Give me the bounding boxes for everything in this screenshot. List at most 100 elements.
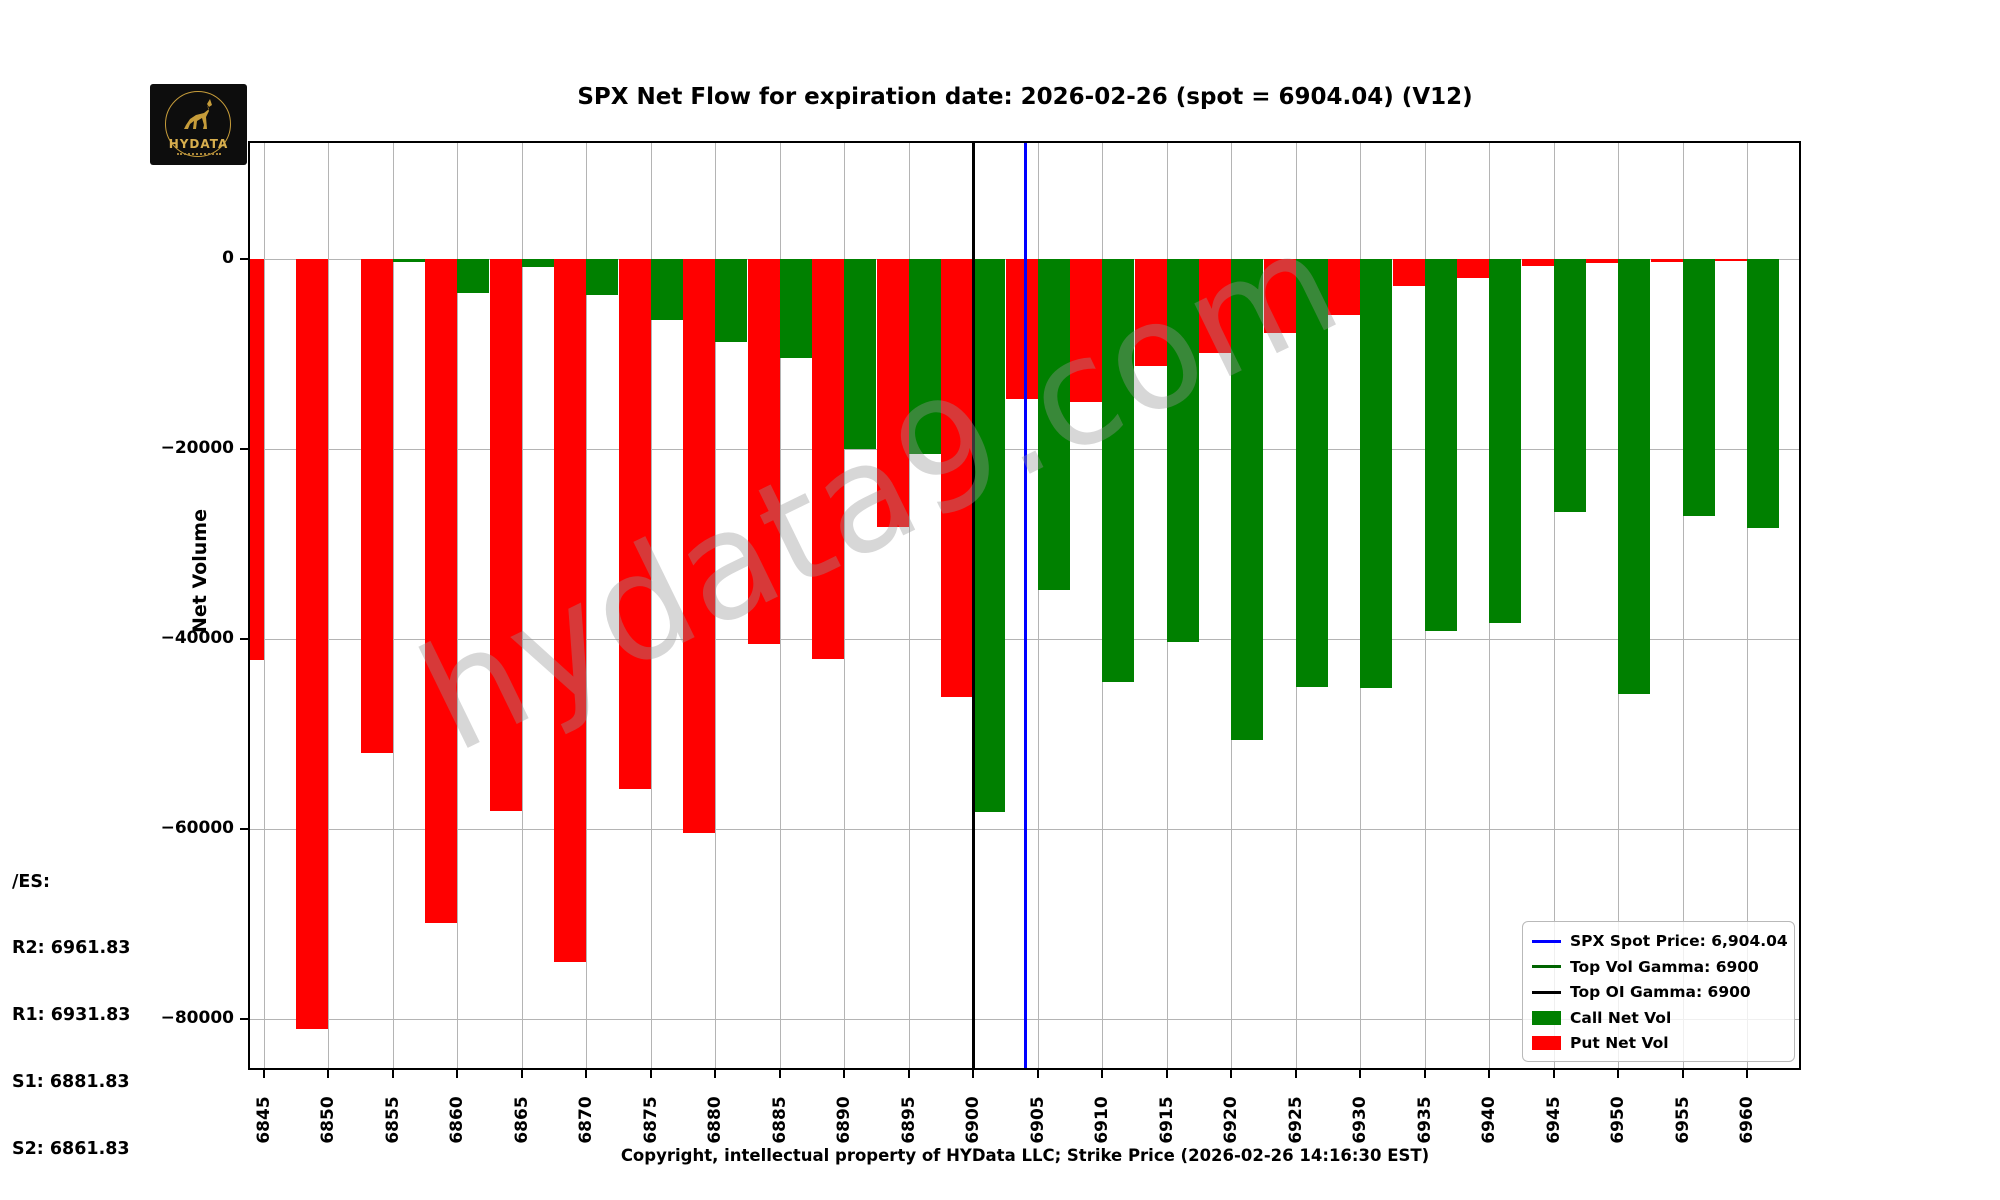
x-tickmark-6920: [1230, 1070, 1232, 1078]
put-bar-6900: [941, 259, 973, 697]
call-bar-6960: [1747, 259, 1779, 528]
put-bar-6945: [1521, 259, 1554, 266]
put-bar-6910: [1070, 259, 1102, 403]
x-tickmark-6860: [456, 1070, 458, 1078]
x-tickmark-6950: [1617, 1070, 1619, 1078]
spot-price-line-swatch: [1532, 939, 1561, 943]
x-tickmark-6960: [1746, 1070, 1748, 1078]
x-tickmark-6895: [907, 1070, 910, 1078]
y-tick-label-0: 0: [222, 248, 234, 268]
call-bar-6930: [1360, 259, 1392, 689]
es-s2: S2: 6861.83: [12, 1139, 130, 1160]
y-tick-label--80000: −80000: [160, 1008, 234, 1028]
plot-spine-left: [248, 143, 250, 1070]
x-tickmark-6940: [1488, 1070, 1490, 1078]
put-bar-6935: [1392, 259, 1425, 286]
logo-ring: [164, 90, 231, 157]
es-r1: R1: 6931.83: [12, 1005, 131, 1026]
call-bar-6935: [1424, 259, 1457, 632]
gridline-vertical-6895: [908, 143, 910, 1068]
gridline-vertical-6870: [586, 143, 587, 1068]
spx-spot-price-line: [1023, 143, 1027, 1068]
put-bar-6915: [1134, 259, 1167, 367]
put-bar-6895: [876, 259, 909, 527]
call-bar-6945: [1553, 259, 1586, 512]
es-r2: R2: 6961.83: [12, 938, 131, 959]
legend-row-put-net-vol: Put Net Vol: [1532, 1031, 1784, 1055]
put-net-vol-patch-swatch: [1532, 1036, 1561, 1050]
pivot-levels-panel: /ES: R2: 6961.83 R1: 6931.83 S1: 6881.83…: [12, 826, 167, 1200]
x-tickmark-6845: [262, 1070, 265, 1078]
x-tickmark-6955: [1681, 1070, 1684, 1078]
x-tickmark-6850: [327, 1070, 329, 1078]
x-tickmark-6900: [972, 1070, 974, 1078]
es-header: /ES:: [12, 871, 50, 892]
x-tickmark-6870: [585, 1070, 587, 1078]
put-bar-6845: [250, 259, 264, 660]
put-bar-6950: [1586, 259, 1618, 263]
x-tickmark-6910: [1101, 1070, 1103, 1078]
top-oi-gamma-line-swatch: [1532, 990, 1561, 994]
x-tickmark-6915: [1165, 1070, 1168, 1078]
gridline-vertical-6880: [715, 143, 716, 1068]
gridline-vertical-6905: [1037, 143, 1039, 1068]
legend-label: Top Vol Gamma: 6900: [1570, 957, 1759, 976]
put-bar-6855: [360, 259, 393, 753]
gridline-vertical-6890: [844, 143, 845, 1068]
call-bar-6880: [715, 259, 747, 342]
logo-tagline: [176, 152, 221, 155]
top-vol-gamma-line-swatch: [1532, 965, 1561, 968]
call-bar-6905: [1037, 259, 1070, 590]
x-tickmark-6890: [843, 1070, 845, 1078]
call-bar-6895: [908, 259, 941, 454]
legend-row-call-net-vol: Call Net Vol: [1532, 1006, 1784, 1030]
hydata-logo: HYDATA: [150, 84, 247, 165]
y-tickmark--60000: [240, 828, 248, 830]
call-bar-6925: [1295, 259, 1328, 687]
gridline-vertical-6865: [521, 143, 523, 1068]
gridline-vertical-6885: [779, 143, 781, 1068]
x-tickmark-6930: [1359, 1070, 1361, 1078]
put-bar-6920: [1199, 259, 1231, 354]
chart-title: SPX Net Flow for expiration date: 2026-0…: [577, 84, 1473, 110]
hydata-logo-inner: HYDATA: [156, 89, 242, 161]
call-bar-6920: [1231, 259, 1263, 740]
plot-spine-right: [1799, 143, 1801, 1070]
y-tickmark-0: [240, 258, 248, 260]
call-bar-6860: [457, 259, 489, 294]
gridline-vertical-6945: [1553, 143, 1555, 1068]
put-bar-6885: [747, 259, 780, 644]
call-bar-6950: [1618, 259, 1650, 695]
x-tickmark-6880: [714, 1070, 716, 1078]
call-net-vol-patch-swatch: [1532, 1010, 1561, 1025]
call-bar-6885: [779, 259, 812, 358]
gridline-vertical-6855: [392, 143, 394, 1068]
y-tickmark--80000: [240, 1018, 248, 1020]
put-bar-6880: [683, 259, 715, 833]
x-tickmark-6905: [1036, 1070, 1039, 1078]
x-tickmark-6865: [520, 1070, 523, 1078]
call-bar-6870: [586, 259, 618, 296]
gridline-vertical-6875: [650, 143, 652, 1068]
y-tick-label--60000: −60000: [160, 818, 234, 838]
top-oi-gamma-line: [971, 143, 975, 1068]
put-bar-6860: [425, 259, 457, 924]
legend-row-spot-price: SPX Spot Price: 6,904.04: [1532, 929, 1788, 953]
plot-spine-top: [248, 141, 1801, 143]
y-tick-label--40000: −40000: [160, 628, 234, 648]
put-bar-6865: [489, 259, 522, 811]
put-bar-6870: [554, 259, 586, 962]
put-bar-6905: [1005, 259, 1038, 399]
gridline-vertical-6860: [457, 143, 458, 1068]
x-tickmark-6885: [778, 1070, 781, 1078]
x-axis-copyright-label: Copyright, intellectual property of HYDa…: [620, 1146, 1430, 1165]
legend-row-top-oi-gamma: Top OI Gamma: 6900: [1532, 980, 1784, 1004]
call-bar-6900: [973, 259, 1005, 812]
gridline-vertical-6845: [263, 143, 265, 1068]
put-bar-6850: [296, 259, 328, 1029]
x-tickmark-6855: [391, 1070, 394, 1078]
call-bar-6865: [521, 259, 554, 267]
legend-label: Put Net Vol: [1570, 1034, 1669, 1052]
call-bar-6910: [1102, 259, 1134, 682]
